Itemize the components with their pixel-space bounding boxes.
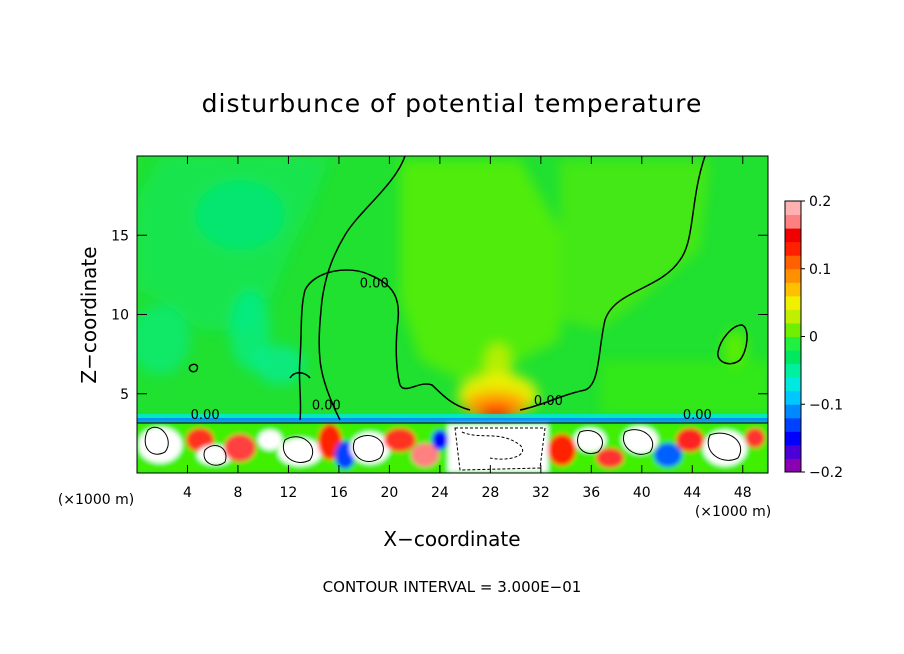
x-tick-label: 12 [280,485,298,501]
contour-label: 0.00 [191,408,220,423]
lower-contour-scribbles [137,422,768,471]
x-tick-label: 36 [582,485,600,501]
chart-title: disturbunce of potential temperature [202,89,703,118]
x-tick-label: 28 [481,485,499,501]
colorbar-swatch [785,282,801,297]
x-tick-label: 4 [183,485,192,501]
plot-area [137,156,768,473]
colorbar-swatch [785,268,801,283]
x-tick-label: 32 [532,485,550,501]
x-axis-label: X−coordinate [383,527,520,551]
colorbar-swatch [785,201,801,216]
y-tick-label: 15 [111,228,129,244]
x-tick-label: 40 [633,485,651,501]
colorbar-tick-label: 0.2 [809,194,831,210]
x-axis: 4 8 12 16 20 24 28 32 36 40 44 48 [183,156,752,501]
colorbar-swatch [785,255,801,270]
y-tick-label: 10 [111,308,129,324]
colorbar-swatch [785,458,801,473]
colorbar-swatch [785,350,801,365]
contour-label: 0.00 [534,394,563,409]
x-tick-label: 24 [431,485,449,501]
x-tick-label: 16 [330,485,348,501]
x-tick-label: 48 [734,485,752,501]
upper-field-blobs [137,156,768,420]
colorbar-swatch [785,390,801,405]
x-tick-label: 20 [380,485,398,501]
contour-label: 0.00 [312,399,341,414]
colorbar-swatch [785,336,801,351]
contour-labels: 0.00 0.00 0.00 0.00 0.00 [191,277,712,424]
y-tick-label: 5 [120,387,129,403]
boundary-highlight [137,414,768,418]
colorbar-tick-label: 0 [809,330,818,346]
colorbar-swatch [785,444,801,459]
contour-label: 0.00 [360,277,389,292]
zero-contours [188,156,748,421]
colorbar-tick-label: 0.1 [809,262,831,278]
colorbar-swatch [785,295,801,310]
blue-boundary-band [137,418,768,423]
colorbar-swatch [785,309,801,324]
colorbar-swatch [785,322,801,337]
colorbar-tick-label: −0.1 [809,397,843,413]
colorbar-swatch [785,214,801,229]
contour-label: 0.00 [683,408,712,423]
y-axis-label: Z−coordinate [77,246,101,383]
y-axis: 5 10 15 [111,228,768,403]
lower-turbulent-layer [137,423,768,473]
colorbar-swatch [785,241,801,256]
colorbar-swatch [785,228,801,243]
contour-interval-note: CONTOUR INTERVAL = 3.000E−01 [323,578,582,596]
colorbar: 0.2 0.1 0 −0.1 −0.2 [784,194,843,481]
colorbar-swatch [785,363,801,378]
colorbar-tick-label: −0.2 [809,465,843,481]
colorbar-swatch [785,377,801,392]
x-unit-label-right: (×1000 m) [695,504,771,520]
x-tick-label: 44 [683,485,701,501]
colorbar-swatch [785,431,801,446]
x-tick-label: 8 [233,485,242,501]
colorbar-swatch [785,404,801,419]
colorbar-swatch [785,417,801,432]
x-unit-label-left: (×1000 m) [58,492,134,508]
